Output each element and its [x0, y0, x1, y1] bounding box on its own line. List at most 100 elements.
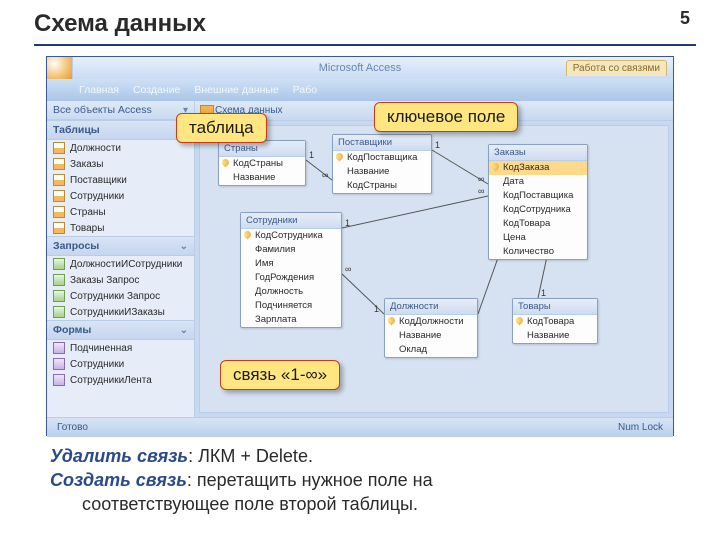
nav-item-label: Заказы — [70, 159, 103, 170]
svg-text:1: 1 — [435, 140, 440, 150]
nav-item[interactable]: Заказы Запрос — [47, 272, 194, 288]
contextual-tool-tab[interactable]: Работа со связями — [566, 60, 667, 76]
ribbon: Главная Создание Внешние данные Рабо — [47, 79, 673, 101]
object-icon — [53, 222, 65, 234]
nav-item[interactable]: Товары — [47, 220, 194, 236]
nav-item-label: Товары — [70, 223, 104, 234]
nav-item-label: Сотрудники — [70, 191, 124, 202]
object-icon — [53, 290, 65, 302]
table-field[interactable]: Зарплата — [241, 313, 341, 327]
nav-item[interactable]: Поставщики — [47, 172, 194, 188]
table-field[interactable]: КодСтраны — [219, 157, 305, 171]
ribbon-tab-tools[interactable]: Рабо — [293, 84, 317, 96]
table-field[interactable]: КодСотрудника — [489, 203, 587, 217]
nav-group-Таблицы[interactable]: Таблицы⌄ — [47, 120, 194, 140]
callout-table: таблица — [176, 113, 267, 143]
table-field[interactable]: КодСтраны — [333, 179, 431, 193]
nav-item-label: Заказы Запрос — [70, 275, 139, 286]
table-field[interactable]: Подчиняется — [241, 299, 341, 313]
kw-create: Создать связь — [50, 470, 187, 490]
object-icon — [53, 142, 65, 154]
table-field[interactable]: Цена — [489, 231, 587, 245]
object-icon — [53, 190, 65, 202]
db-table-Поставщики[interactable]: ПоставщикиКодПоставщикаНазваниеКодСтраны — [332, 134, 432, 194]
db-table-Должности[interactable]: ДолжностиКодДолжностиНазваниеОклад — [384, 298, 478, 358]
title-underline — [34, 44, 696, 46]
table-title: Товары — [513, 299, 597, 315]
nav-group-Формы[interactable]: Формы⌄ — [47, 320, 194, 340]
svg-text:∞: ∞ — [322, 170, 328, 180]
nav-group-Запросы[interactable]: Запросы⌄ — [47, 236, 194, 256]
object-icon — [53, 374, 65, 386]
callout-relation: связь «1-∞» — [220, 360, 340, 390]
app-title: Microsoft Access — [319, 62, 402, 74]
table-field[interactable]: Оклад — [385, 343, 477, 357]
nav-item[interactable]: Должности — [47, 140, 194, 156]
table-field[interactable]: Название — [219, 171, 305, 185]
nav-item[interactable]: Страны — [47, 204, 194, 220]
table-field[interactable]: Фамилия — [241, 243, 341, 257]
nav-item-label: Поставщики — [70, 175, 127, 186]
object-icon — [53, 274, 65, 286]
table-field[interactable]: КодПоставщика — [333, 151, 431, 165]
nav-item-label: СотрудникиЛента — [70, 375, 152, 386]
table-field[interactable]: КодСотрудника — [241, 229, 341, 243]
caption-line1: : ЛКМ + Delete. — [188, 446, 313, 466]
svg-text:∞: ∞ — [478, 174, 484, 184]
table-field[interactable]: КодЗаказа — [489, 161, 587, 175]
callout-keyfield: ключевое поле — [374, 102, 518, 132]
kw-delete: Удалить связь — [50, 446, 188, 466]
table-field[interactable]: Название — [385, 329, 477, 343]
table-field[interactable]: Дата — [489, 175, 587, 189]
nav-item[interactable]: Сотрудники — [47, 188, 194, 204]
status-bar: Готово Num Lock — [47, 417, 673, 437]
db-table-Товары[interactable]: ТоварыКодТовараНазвание — [512, 298, 598, 344]
table-field[interactable]: КодТовара — [489, 217, 587, 231]
table-field[interactable]: КодДолжности — [385, 315, 477, 329]
nav-item-label: СотрудникиИЗаказы — [70, 307, 165, 318]
ribbon-tab-home[interactable]: Главная — [79, 84, 119, 96]
office-button[interactable] — [47, 57, 73, 79]
table-field[interactable]: КодТовара — [513, 315, 597, 329]
table-title: Страны — [219, 141, 305, 157]
nav-item[interactable]: Заказы — [47, 156, 194, 172]
nav-item[interactable]: ДолжностиИСотрудники — [47, 256, 194, 272]
table-field[interactable]: Название — [513, 329, 597, 343]
table-field[interactable]: ГодРождения — [241, 271, 341, 285]
object-icon — [53, 342, 65, 354]
page-number: 5 — [680, 8, 690, 29]
navigation-pane: Все объекты Access ▾ Таблицы⌄Должности За… — [47, 101, 195, 417]
table-field[interactable]: Количество — [489, 245, 587, 259]
table-field[interactable]: Имя — [241, 257, 341, 271]
ribbon-tab-external[interactable]: Внешние данные — [194, 84, 278, 96]
caption-line2: : перетащить нужное поле на — [187, 470, 433, 490]
nav-item[interactable]: Сотрудники Запрос — [47, 288, 194, 304]
svg-text:1: 1 — [541, 288, 546, 298]
table-field[interactable]: КодПоставщика — [489, 189, 587, 203]
svg-text:∞: ∞ — [478, 186, 484, 196]
main-area: Все объекты Access ▾ Таблицы⌄Должности За… — [47, 101, 673, 417]
svg-text:1: 1 — [374, 304, 379, 314]
db-table-Заказы[interactable]: ЗаказыКодЗаказаДатаКодПоставщикаКодСотру… — [488, 144, 588, 260]
ribbon-tab-create[interactable]: Создание — [133, 84, 180, 96]
db-table-Сотрудники[interactable]: СотрудникиКодСотрудникаФамилияИмяГодРожд… — [240, 212, 342, 328]
table-title: Заказы — [489, 145, 587, 161]
status-right: Num Lock — [618, 422, 663, 433]
nav-pane-title: Все объекты Access — [53, 104, 152, 116]
nav-item[interactable]: СотрудникиИЗаказы — [47, 304, 194, 320]
object-icon — [53, 358, 65, 370]
object-icon — [53, 206, 65, 218]
table-title: Поставщики — [333, 135, 431, 151]
nav-item-label: Сотрудники — [70, 359, 124, 370]
caption-line3: соответствующее поле второй таблицы. — [82, 494, 418, 514]
object-icon — [53, 258, 65, 270]
svg-text:1: 1 — [345, 218, 350, 228]
nav-item[interactable]: СотрудникиЛента — [47, 372, 194, 388]
nav-item[interactable]: Сотрудники — [47, 356, 194, 372]
table-field[interactable]: Название — [333, 165, 431, 179]
nav-item[interactable]: Подчиненная — [47, 340, 194, 356]
nav-pane-header[interactable]: Все объекты Access ▾ — [47, 101, 194, 120]
table-field[interactable]: Должность — [241, 285, 341, 299]
db-table-Страны[interactable]: СтраныКодСтраныНазвание — [218, 140, 306, 186]
svg-text:∞: ∞ — [345, 264, 351, 274]
